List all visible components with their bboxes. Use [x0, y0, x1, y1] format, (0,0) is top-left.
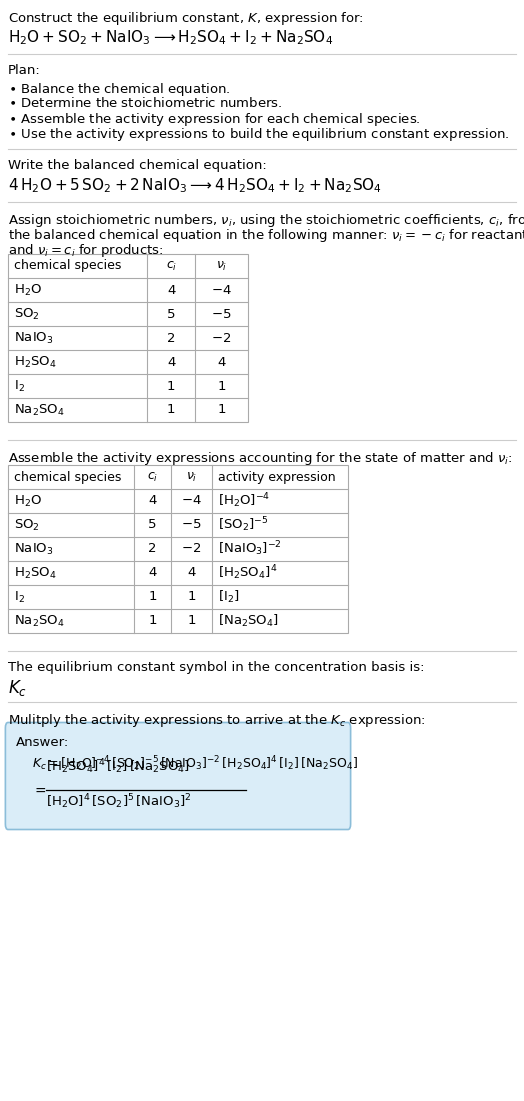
- Text: Assign stoichiometric numbers, $\nu_i$, using the stoichiometric coefficients, $: Assign stoichiometric numbers, $\nu_i$, …: [8, 212, 524, 229]
- Text: 5: 5: [167, 307, 176, 320]
- Text: $[\mathrm{H_2O}]^4\,[\mathrm{SO_2}]^5\,[\mathrm{NaIO_3}]^2$: $[\mathrm{H_2O}]^4\,[\mathrm{SO_2}]^5\,[…: [46, 792, 192, 810]
- Text: $c_i$: $c_i$: [147, 470, 158, 483]
- Text: Plan:: Plan:: [8, 64, 41, 77]
- Text: Answer:: Answer:: [16, 735, 69, 749]
- Text: $\mathrm{I_2}$: $\mathrm{I_2}$: [14, 589, 25, 604]
- Text: $\mathrm{H_2O + SO_2 + NaIO_3 \longrightarrow H_2SO_4 + I_2 + Na_2SO_4}$: $\mathrm{H_2O + SO_2 + NaIO_3 \longright…: [8, 28, 333, 46]
- Bar: [8, 254, 248, 422]
- Text: $\mathrm{Na_2SO_4}$: $\mathrm{Na_2SO_4}$: [14, 403, 64, 417]
- Text: $[\mathrm{H_2SO_4}]^4\,[\mathrm{I_2}]\,[\mathrm{Na_2SO_4}]$: $[\mathrm{H_2SO_4}]^4\,[\mathrm{I_2}]\,[…: [46, 757, 190, 776]
- Text: $\mathrm{SO_2}$: $\mathrm{SO_2}$: [14, 517, 40, 533]
- Text: 1: 1: [188, 614, 196, 628]
- Text: 1: 1: [217, 403, 226, 416]
- Text: $\bullet$ Use the activity expressions to build the equilibrium constant express: $\bullet$ Use the activity expressions t…: [8, 126, 509, 143]
- Text: $\bullet$ Assemble the activity expression for each chemical species.: $\bullet$ Assemble the activity expressi…: [8, 111, 421, 128]
- FancyBboxPatch shape: [5, 722, 351, 829]
- Text: 1: 1: [148, 614, 157, 628]
- Text: 4: 4: [148, 494, 157, 508]
- Text: $[\mathrm{Na_2SO_4}]$: $[\mathrm{Na_2SO_4}]$: [218, 613, 279, 629]
- Text: 1: 1: [148, 590, 157, 603]
- Text: 1: 1: [167, 403, 176, 416]
- Text: $\nu_i$: $\nu_i$: [216, 260, 227, 273]
- Text: 4: 4: [148, 567, 157, 579]
- Text: The equilibrium constant symbol in the concentration basis is:: The equilibrium constant symbol in the c…: [8, 661, 424, 674]
- Text: $-2$: $-2$: [181, 543, 202, 556]
- Text: 1: 1: [217, 380, 226, 392]
- Text: $\mathrm{H_2O}$: $\mathrm{H_2O}$: [14, 493, 42, 509]
- Text: 4: 4: [167, 356, 176, 369]
- Text: $\mathrm{H_2SO_4}$: $\mathrm{H_2SO_4}$: [14, 566, 57, 580]
- Text: $K_c = [\mathrm{H_2O}]^{-4}\,[\mathrm{SO_2}]^{-5}\,[\mathrm{NaIO_3}]^{-2}\,[\mat: $K_c = [\mathrm{H_2O}]^{-4}\,[\mathrm{SO…: [32, 754, 358, 773]
- Text: $\nu_i$: $\nu_i$: [186, 470, 198, 483]
- Text: $-4$: $-4$: [211, 283, 232, 296]
- Text: $[\mathrm{H_2SO_4}]^4$: $[\mathrm{H_2SO_4}]^4$: [218, 564, 277, 582]
- Text: $c_i$: $c_i$: [166, 260, 177, 273]
- Text: chemical species: chemical species: [14, 260, 122, 273]
- Text: Assemble the activity expressions accounting for the state of matter and $\nu_i$: Assemble the activity expressions accoun…: [8, 450, 512, 467]
- Text: $\mathrm{4\,H_2O + 5\,SO_2 + 2\,NaIO_3 \longrightarrow 4\,H_2SO_4 + I_2 + Na_2SO: $\mathrm{4\,H_2O + 5\,SO_2 + 2\,NaIO_3 \…: [8, 176, 382, 195]
- Text: $\mathrm{SO_2}$: $\mathrm{SO_2}$: [14, 306, 40, 321]
- Text: Construct the equilibrium constant, $K$, expression for:: Construct the equilibrium constant, $K$,…: [8, 10, 364, 28]
- Text: $\bullet$ Balance the chemical equation.: $\bullet$ Balance the chemical equation.: [8, 81, 231, 98]
- Text: 2: 2: [148, 543, 157, 556]
- Text: $\mathrm{I_2}$: $\mathrm{I_2}$: [14, 379, 25, 393]
- Text: 4: 4: [217, 356, 226, 369]
- Text: 2: 2: [167, 331, 176, 345]
- Text: $[\mathrm{NaIO_3}]^{-2}$: $[\mathrm{NaIO_3}]^{-2}$: [218, 539, 282, 558]
- Text: $\mathrm{H_2SO_4}$: $\mathrm{H_2SO_4}$: [14, 355, 57, 370]
- Text: 5: 5: [148, 519, 157, 532]
- Text: $-5$: $-5$: [181, 519, 202, 532]
- Text: $[\mathrm{H_2O}]^{-4}$: $[\mathrm{H_2O}]^{-4}$: [218, 492, 270, 511]
- Text: $[\mathrm{SO_2}]^{-5}$: $[\mathrm{SO_2}]^{-5}$: [218, 515, 268, 534]
- Text: Mulitply the activity expressions to arrive at the $K_c$ expression:: Mulitply the activity expressions to arr…: [8, 712, 426, 729]
- Text: $-2$: $-2$: [212, 331, 232, 345]
- Text: $\bullet$ Determine the stoichiometric numbers.: $\bullet$ Determine the stoichiometric n…: [8, 96, 282, 110]
- Text: $-4$: $-4$: [181, 494, 202, 508]
- Text: and $\nu_i = c_i$ for products:: and $\nu_i = c_i$ for products:: [8, 242, 163, 259]
- Text: 4: 4: [167, 283, 176, 296]
- Text: $\mathrm{NaIO_3}$: $\mathrm{NaIO_3}$: [14, 330, 53, 346]
- Text: chemical species: chemical species: [14, 470, 122, 483]
- Text: $[\mathrm{I_2}]$: $[\mathrm{I_2}]$: [218, 589, 239, 606]
- Text: the balanced chemical equation in the following manner: $\nu_i = -c_i$ for react: the balanced chemical equation in the fo…: [8, 227, 524, 244]
- Text: activity expression: activity expression: [218, 470, 336, 483]
- Text: $=$: $=$: [32, 783, 47, 797]
- Text: 1: 1: [188, 590, 196, 603]
- Text: $\mathrm{H_2O}$: $\mathrm{H_2O}$: [14, 283, 42, 297]
- Text: 1: 1: [167, 380, 176, 392]
- Text: $\mathrm{NaIO_3}$: $\mathrm{NaIO_3}$: [14, 542, 53, 556]
- Text: $-5$: $-5$: [211, 307, 232, 320]
- Text: $K_c$: $K_c$: [8, 678, 27, 698]
- Bar: [8, 465, 348, 633]
- Text: Write the balanced chemical equation:: Write the balanced chemical equation:: [8, 159, 267, 172]
- Text: $\mathrm{Na_2SO_4}$: $\mathrm{Na_2SO_4}$: [14, 613, 64, 629]
- Text: 4: 4: [188, 567, 196, 579]
